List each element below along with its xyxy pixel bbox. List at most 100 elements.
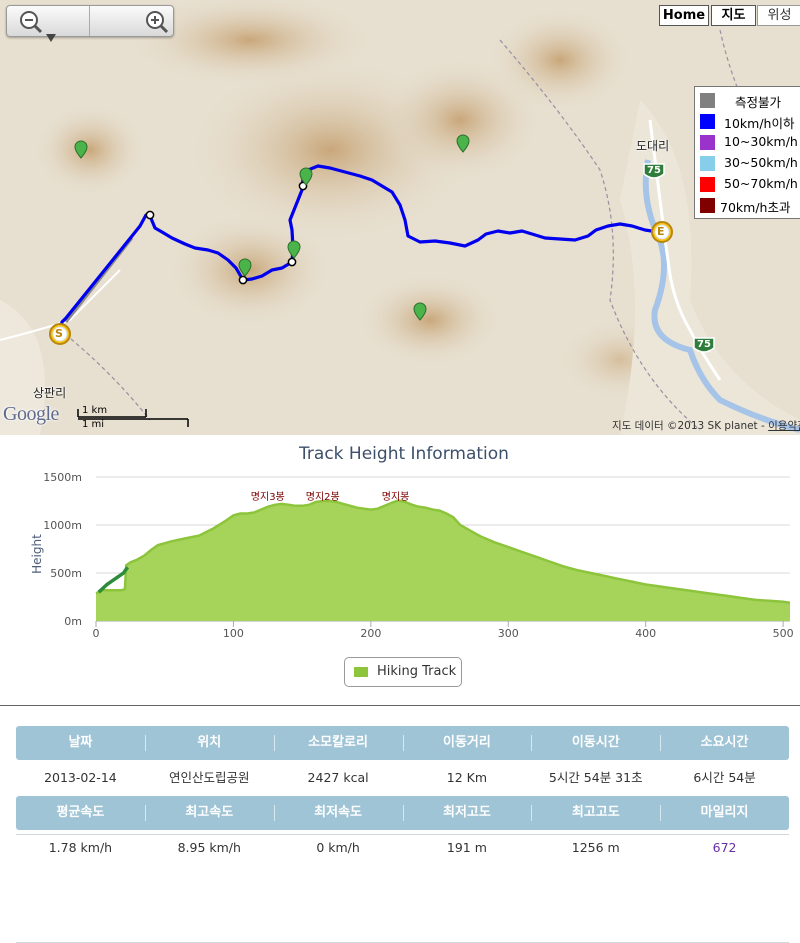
map-copyright: 지도 데이터 ©2013 SK planet - 이용약관: [612, 418, 800, 433]
hiking-track-line: [95, 499, 791, 604]
row-separator: [16, 834, 789, 835]
place-label-dodae-ri: 도대리: [636, 139, 670, 153]
scale-mi: 1 mi: [82, 419, 105, 430]
pin-icon: [299, 167, 313, 186]
maptype-home-button[interactable]: Home: [659, 5, 709, 26]
legend-swatch: [700, 198, 715, 213]
maptype-map-button[interactable]: 지도: [711, 5, 756, 26]
stats-header-row-1: 날짜 위치 소모칼로리 이동거리 이동시간 소요시간: [16, 726, 789, 760]
stats-value-cell: 12 Km: [446, 770, 488, 785]
chart-legend[interactable]: Hiking Track: [344, 657, 462, 687]
peak-label: 명지봉: [382, 491, 410, 503]
stats-header-cell: 최저속도: [314, 805, 362, 820]
end-marker: [651, 221, 673, 243]
legend-label: 10~30km/h: [724, 134, 798, 149]
x-tick-label: 0: [93, 627, 100, 640]
pin-icon: [74, 140, 88, 159]
google-logo[interactable]: Google: [3, 403, 59, 425]
legend-label: Hiking Track: [377, 664, 457, 679]
stats-header-cell: 최고고도: [571, 805, 620, 820]
peak-label: 명지2봉: [306, 491, 340, 503]
terrain-background: [0, 0, 800, 435]
road-shield-icon: [693, 337, 715, 353]
y-tick-label: 500m: [50, 567, 82, 580]
terms-of-use-link[interactable]: 이용약관: [768, 420, 800, 432]
legend-item: 10~30km/h: [700, 133, 800, 151]
road-number: 75: [697, 339, 711, 350]
place-label-sangpan-ri: 상판리: [33, 386, 67, 400]
y-tick-label: 1500m: [43, 471, 82, 484]
hiking-track-area: [96, 500, 790, 621]
legend-item: 측정불가: [700, 91, 800, 110]
legend-item: 70km/h초과: [700, 196, 800, 215]
stats-value-cell: 2427 kcal: [307, 770, 369, 785]
stats-value-cell: 191 m: [446, 840, 487, 855]
x-tick-label: 100: [223, 627, 244, 640]
pin-icon: [413, 302, 427, 321]
x-tick-label: 500: [773, 627, 794, 640]
legend-label: 30~50km/h: [724, 155, 798, 170]
stats-value-cell: 연인산도립공원: [168, 770, 250, 785]
zoom-out-button[interactable]: [7, 6, 90, 36]
pin-icon: [238, 258, 252, 277]
stats-value-row-2: 1.78 km/h 8.95 km/h 0 km/h 191 m 1256 m 672: [16, 830, 789, 866]
legend-swatch: [354, 667, 368, 677]
header-separator: [660, 735, 662, 751]
legend-item: 30~50km/h: [700, 154, 800, 172]
stats-value-cell: 6시간 54분: [693, 770, 756, 785]
legend-label: 50~70km/h: [724, 176, 798, 191]
header-separator: [531, 805, 533, 821]
zoom-slider-caret-icon[interactable]: [44, 34, 58, 44]
speed-legend: 측정불가 10km/h이하 10~30km/h 30~50km/h 50~70k…: [694, 86, 800, 219]
road-number: 75: [647, 165, 661, 176]
pin-icon: [287, 240, 301, 259]
x-tick-label: 300: [498, 627, 519, 640]
legend-swatch: [700, 177, 715, 192]
stats-header-cell: 소모칼로리: [308, 735, 368, 750]
fast-segment-line: [97, 566, 130, 594]
zoom-control: [6, 5, 174, 37]
header-separator: [144, 735, 146, 751]
stats-value-cell: 8.95 km/h: [177, 840, 241, 855]
map-view[interactable]: S E 75 75 Home 지도 위성 측정불가: [0, 0, 800, 435]
stats-header-row-2: 평균속도 최고속도 최저속도 최저고도 최고고도 마일리지: [16, 796, 789, 830]
legend-swatch: [700, 93, 715, 108]
scale-km: 1 km: [82, 405, 108, 416]
legend-swatch: [700, 156, 715, 171]
stats-header-cell: 위치: [197, 735, 222, 750]
zoom-in-button[interactable]: [91, 6, 173, 36]
zoom-out-icon: [20, 11, 43, 34]
stats-header-cell: 이동시간: [571, 735, 620, 750]
y-tick-label: 1000m: [43, 519, 82, 532]
stats-value-cell: 1256 m: [571, 840, 620, 855]
header-separator: [273, 735, 275, 751]
stats-header-cell: 마일리지: [700, 805, 749, 820]
end-marker-label: E: [657, 225, 665, 238]
maptype-satellite-button[interactable]: 위성: [757, 5, 800, 26]
scale-bar: 1 km 1 mi: [74, 405, 190, 431]
legend-item: 10km/h이하: [700, 112, 800, 131]
legend-item: 50~70km/h: [700, 175, 800, 193]
header-separator: [273, 805, 275, 821]
x-tick-label: 400: [635, 627, 656, 640]
header-separator: [402, 735, 404, 751]
legend-label: 70km/h초과: [720, 200, 791, 215]
zoom-in-icon: [146, 11, 169, 34]
legend-swatch: [700, 135, 715, 150]
x-tick-label: 200: [360, 627, 381, 640]
stats-header-cell: 이동거리: [442, 735, 491, 750]
stats-value-cell: 0 km/h: [316, 840, 360, 855]
stats-value-row-1: 2013-02-14 연인산도립공원 2427 kcal 12 Km 5시간 54분 3…: [16, 760, 789, 796]
header-separator: [144, 805, 146, 821]
header-separator: [402, 805, 404, 821]
start-marker-label: S: [55, 327, 63, 340]
height-chart: 0m 500m 1000m 1500m 0 100 200 300 400 500 명지3봉 명지2봉…: [43, 471, 794, 640]
stats-value-cell: 672: [712, 840, 737, 855]
legend-label: 측정불가: [735, 95, 782, 110]
header-separator: [531, 735, 533, 751]
stats-header-cell: 평균속도: [56, 805, 105, 820]
stats-header-cell: 소요시간: [700, 735, 749, 750]
stats-header-cell: 날짜: [68, 735, 93, 750]
chart-title: Track Height Information: [299, 444, 509, 464]
track-stats-table: 날짜 위치 소모칼로리 이동거리 이동시간 소요시간 2013-02-14 연인산도립공원 2…: [16, 726, 789, 943]
